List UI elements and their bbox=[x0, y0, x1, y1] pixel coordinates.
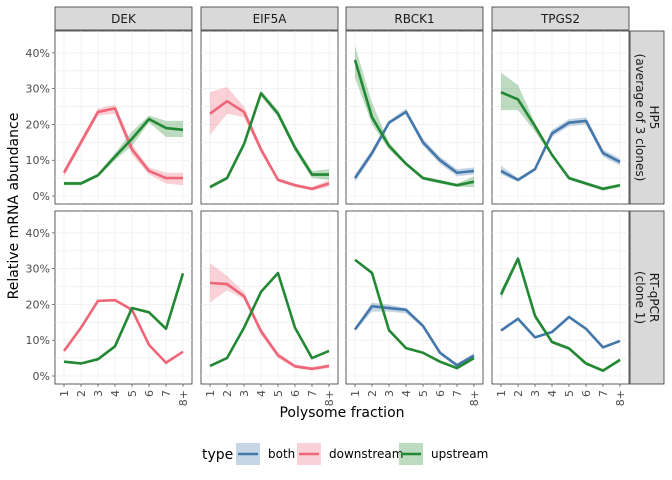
panel-grid bbox=[492, 31, 629, 204]
panel bbox=[54, 30, 193, 205]
y-tick-label: 20% bbox=[26, 298, 50, 311]
x-tick-label: 1 bbox=[349, 390, 362, 397]
legend-label-both: both bbox=[268, 447, 295, 461]
x-tick-label: 4 bbox=[109, 390, 122, 397]
series-line-downstream bbox=[209, 99, 330, 191]
x-tick-label: 6 bbox=[143, 390, 156, 397]
panel bbox=[491, 210, 630, 385]
series-line-upstream bbox=[500, 91, 621, 191]
series-line-upstream bbox=[209, 92, 329, 189]
legend-label-upstream: upstream bbox=[431, 447, 488, 461]
x-tick-label: 6 bbox=[289, 390, 302, 397]
row-strip-0 bbox=[629, 30, 665, 205]
legend-title: type bbox=[202, 447, 233, 463]
panel bbox=[200, 210, 339, 385]
x-tick-label: 7 bbox=[451, 390, 464, 397]
x-tick-label: 4 bbox=[255, 390, 268, 397]
panels-layer: DEK EIF5A RBCK1 TPGS2 HP5(average of 3 clone… bbox=[26, 6, 665, 406]
ribbon-downstream bbox=[210, 263, 329, 371]
x-tick-label: 3 bbox=[92, 390, 105, 397]
panel-grid bbox=[201, 31, 338, 204]
x-tick-label: 3 bbox=[529, 390, 542, 397]
x-tick-label: 5 bbox=[126, 390, 139, 397]
x-tick-label: 5 bbox=[563, 390, 576, 397]
column-strip-tpgs2 bbox=[491, 6, 630, 31]
column-strip-label: TPGS2 bbox=[540, 12, 580, 26]
x-tick-label: 7 bbox=[597, 390, 610, 397]
series-line-upstream bbox=[63, 272, 185, 365]
y-tick-label: 0% bbox=[33, 190, 50, 203]
y-axis-title: Relative mRNA abundance bbox=[6, 113, 22, 300]
x-tick-label: 6 bbox=[434, 390, 447, 397]
series-line-both bbox=[500, 315, 621, 349]
series-line-both bbox=[500, 119, 621, 182]
x-tick-label: 2 bbox=[366, 390, 379, 397]
y-tick-label: 40% bbox=[26, 227, 50, 240]
x-tick-label: 8+ bbox=[323, 390, 336, 406]
x-tick-label: 7 bbox=[160, 390, 173, 397]
legend-label-downstream: downstream bbox=[329, 447, 403, 461]
y-tick-label: 10% bbox=[26, 334, 50, 347]
ribbon-upstream bbox=[210, 90, 329, 189]
panel-grid bbox=[492, 211, 629, 384]
series-line-upstream bbox=[354, 258, 475, 370]
x-tick-label: 1 bbox=[204, 390, 217, 397]
series-line-downstream bbox=[62, 107, 183, 180]
row-strip-1 bbox=[629, 210, 665, 385]
series-line-upstream bbox=[499, 257, 621, 372]
panel-grid bbox=[346, 211, 483, 384]
y-tick-label: 0% bbox=[33, 370, 50, 383]
x-tick-label: 6 bbox=[580, 390, 593, 397]
x-tick-label: 1 bbox=[495, 390, 508, 397]
x-tick-label: 1 bbox=[58, 390, 71, 397]
y-tick-label: 30% bbox=[26, 263, 50, 276]
column-strip-label: RBCK1 bbox=[394, 12, 434, 26]
series-line-both bbox=[353, 110, 475, 179]
x-tick-label: 2 bbox=[221, 390, 234, 397]
panel-grid bbox=[55, 211, 192, 384]
x-tick-label: 8+ bbox=[177, 390, 190, 406]
ribbon-upstream bbox=[64, 115, 183, 186]
series-line-upstream bbox=[353, 59, 475, 187]
row-strip-label: RT-qPCR(clone 1) bbox=[633, 271, 661, 324]
x-tick-label: 8+ bbox=[614, 390, 627, 406]
series-line-downstream bbox=[62, 298, 184, 365]
y-tick-label: 40% bbox=[26, 47, 50, 60]
y-tick-label: 30% bbox=[26, 83, 50, 96]
series-line-both bbox=[353, 304, 475, 367]
panel bbox=[345, 30, 484, 205]
x-tick-label: 2 bbox=[512, 390, 525, 397]
row-strip-label: HP5(average of 3 clones) bbox=[633, 54, 661, 182]
panel bbox=[54, 210, 193, 385]
column-strip-rbck1 bbox=[345, 6, 484, 31]
ribbon-downstream bbox=[210, 86, 329, 191]
column-strip-label: EIF5A bbox=[253, 12, 288, 26]
series-line-upstream bbox=[209, 271, 330, 368]
panel bbox=[345, 210, 484, 385]
legend: type both downstream upstream bbox=[202, 443, 488, 465]
series-line-downstream bbox=[209, 281, 330, 371]
y-tick-label: 10% bbox=[26, 154, 50, 167]
column-strip-label: DEK bbox=[111, 12, 137, 26]
x-tick-label: 3 bbox=[238, 390, 251, 397]
x-tick-label: 4 bbox=[546, 390, 559, 397]
panel bbox=[491, 30, 630, 205]
x-tick-label: 3 bbox=[383, 390, 396, 397]
y-tick-label: 20% bbox=[26, 118, 50, 131]
x-tick-label: 8+ bbox=[468, 390, 481, 406]
column-strip-dek bbox=[54, 6, 193, 31]
panel-grid bbox=[201, 211, 338, 384]
panel-grid bbox=[346, 31, 483, 204]
column-strip-eif5a bbox=[200, 6, 339, 31]
x-tick-label: 7 bbox=[306, 390, 319, 397]
x-tick-label: 5 bbox=[417, 390, 430, 397]
ribbon-both bbox=[355, 302, 474, 368]
ribbon-both bbox=[501, 117, 620, 182]
x-tick-label: 5 bbox=[272, 390, 285, 397]
x-tick-label: 4 bbox=[400, 390, 413, 397]
series-line-upstream bbox=[64, 117, 184, 185]
x-axis-title: Polysome fraction bbox=[279, 405, 404, 421]
x-tick-label: 2 bbox=[75, 390, 88, 397]
